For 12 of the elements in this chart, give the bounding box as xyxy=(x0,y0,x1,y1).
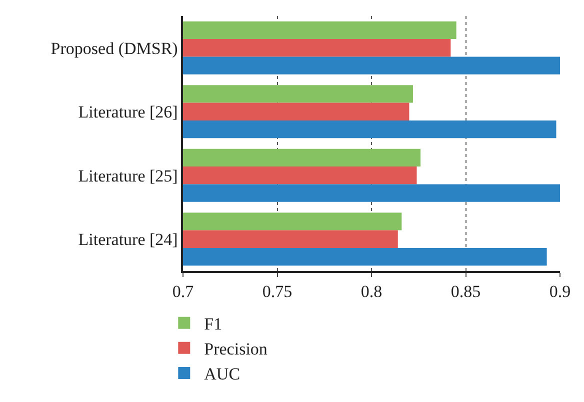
x-tick-label: 0.7 xyxy=(172,282,194,302)
y-tick-label: Literature [26] xyxy=(78,102,178,122)
legend-label: AUC xyxy=(204,364,240,384)
x-tick-label: 0.8 xyxy=(360,282,382,302)
legend-label: Precision xyxy=(204,340,268,359)
x-tick-label: 0.75 xyxy=(262,282,292,302)
x-tick-label: 0.85 xyxy=(450,282,481,302)
y-tick-label: Literature [24] xyxy=(78,230,178,250)
y-tick-label: Literature [25] xyxy=(78,166,178,186)
x-tick-label: 0.9 xyxy=(549,282,571,302)
y-tick-label: Proposed (DMSR) xyxy=(50,38,178,58)
legend-label: F1 xyxy=(204,314,222,334)
